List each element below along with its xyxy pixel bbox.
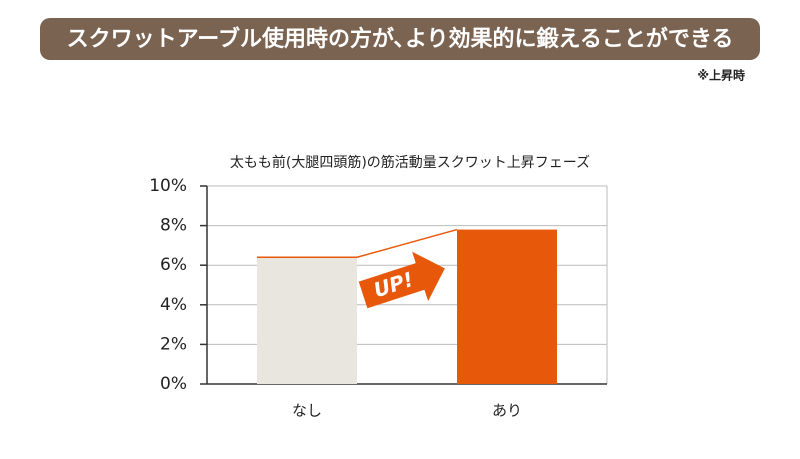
x-tick-label: あり xyxy=(492,402,522,420)
chart-title: 太もも前(大腿四頭筋)の筋活動量スクワット上昇フェーズ xyxy=(230,154,590,171)
y-tick-label: 4% xyxy=(160,295,187,315)
bar xyxy=(457,229,557,384)
connector xyxy=(257,228,458,259)
y-tick-label: 10% xyxy=(149,176,187,196)
bar xyxy=(257,257,357,384)
arrow-shape xyxy=(358,251,445,309)
up-arrow: UP! xyxy=(358,251,445,309)
annotation: UP! xyxy=(371,267,416,302)
y-tick-label: 0% xyxy=(160,374,187,394)
y-tick-label: 8% xyxy=(160,216,187,236)
x-tick-label: なし xyxy=(292,402,322,420)
y-tick-label: 2% xyxy=(160,334,187,354)
header-banner xyxy=(40,18,760,60)
header-note: ※上昇時 xyxy=(697,68,745,83)
header-title: スクワットアーブル使用時の方が､より効果的に鍛えることができる xyxy=(67,26,734,52)
y-tick-label: 6% xyxy=(160,255,187,275)
plot: 0% 2% 4% 6% 8% 10% なし あり UP! xyxy=(149,176,608,420)
